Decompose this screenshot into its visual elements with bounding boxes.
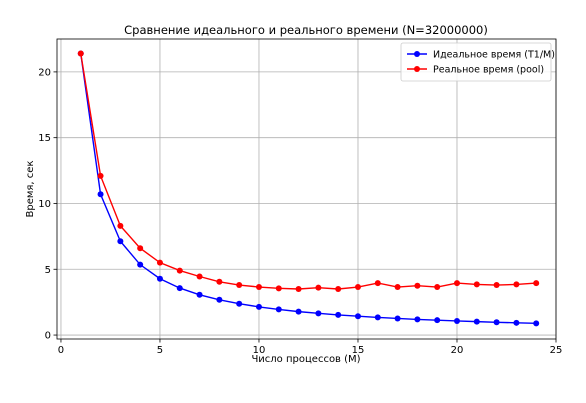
data-point [414, 282, 421, 289]
data-point [216, 278, 223, 285]
data-point [275, 306, 282, 313]
data-point [414, 316, 421, 323]
data-point [216, 296, 223, 303]
x-axis-label: Число процессов (M) [251, 354, 360, 365]
series-layer [77, 50, 540, 327]
y-tick-label: 0 [45, 331, 51, 342]
data-point [77, 50, 84, 57]
data-point [137, 261, 144, 268]
data-point [137, 245, 144, 252]
data-point [434, 284, 441, 291]
data-point [97, 191, 104, 198]
data-point [255, 284, 262, 291]
data-point [493, 319, 500, 326]
data-point [394, 315, 401, 322]
data-point [315, 284, 322, 291]
data-point [533, 280, 540, 287]
x-tick-label: 20 [451, 345, 464, 356]
data-point [156, 259, 163, 266]
data-point [335, 286, 342, 292]
x-tick-label: 0 [58, 345, 64, 356]
data-point [513, 281, 520, 288]
series-2 [77, 50, 540, 292]
series-line [80, 53, 537, 325]
data-point [374, 280, 381, 287]
legend-box [400, 42, 552, 82]
data-point [374, 314, 381, 321]
data-point [295, 308, 302, 315]
data-point [335, 311, 342, 318]
legend-marker [414, 51, 420, 57]
data-point [196, 291, 203, 298]
x-tick-label: 5 [157, 345, 163, 356]
data-point [255, 303, 262, 310]
data-point [315, 310, 322, 317]
data-point [275, 285, 282, 292]
data-point [473, 281, 480, 288]
y-tick-label: 5 [45, 265, 51, 276]
data-point [533, 320, 540, 327]
data-point [354, 313, 361, 320]
legend: Идеальное время (T1/M) Реальное время (po… [400, 42, 555, 82]
axis-ticks: 0 5 10 15 20 25 0 5 10 15 20 [38, 67, 562, 356]
data-point [236, 282, 243, 289]
data-point [513, 319, 520, 326]
data-point [434, 317, 441, 324]
data-point [493, 282, 500, 289]
plot-area-frame [56, 38, 557, 340]
data-point [354, 284, 361, 291]
data-point [394, 284, 401, 291]
data-point [97, 172, 104, 179]
data-point [156, 275, 163, 282]
data-point [453, 317, 460, 324]
y-tick-label: 10 [38, 199, 51, 210]
x-tick-label: 10 [253, 345, 266, 356]
data-point [117, 238, 124, 245]
x-tick-label: 25 [550, 345, 563, 356]
series-1 [77, 50, 540, 327]
data-point [196, 273, 203, 280]
data-point [453, 280, 460, 287]
x-tick-label: 15 [352, 345, 365, 356]
y-tick-label: 20 [38, 67, 51, 78]
data-point [176, 267, 183, 274]
chart-title: Сравнение идеального и реального времени… [124, 23, 488, 37]
legend-label: Идеальное время (T1/M) [433, 50, 555, 61]
data-point [473, 318, 480, 325]
data-point [295, 286, 302, 292]
data-point [176, 285, 183, 292]
legend-marker [414, 66, 420, 72]
legend-label: Реальное время (pool) [433, 65, 544, 76]
y-axis-label: Время, сек [25, 161, 36, 218]
series-line [80, 53, 537, 290]
y-tick-label: 15 [38, 133, 51, 144]
data-point [117, 222, 124, 229]
data-point [236, 300, 243, 307]
